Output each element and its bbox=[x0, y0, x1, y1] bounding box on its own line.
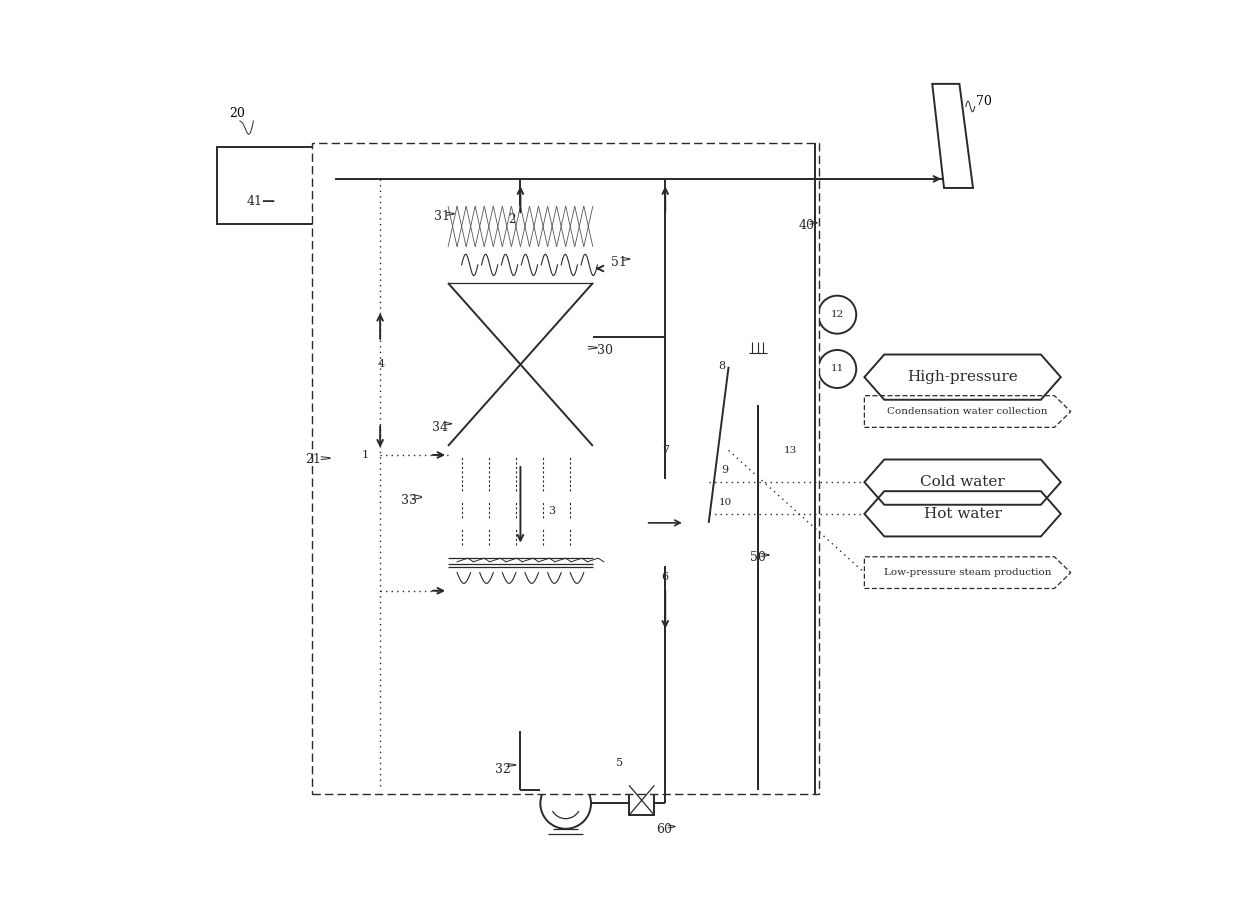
Text: 41: 41 bbox=[247, 195, 263, 208]
Circle shape bbox=[704, 349, 739, 383]
Bar bbox=[448, 283, 593, 446]
Polygon shape bbox=[534, 166, 560, 191]
Text: 12: 12 bbox=[831, 311, 844, 319]
Bar bbox=[448, 446, 593, 563]
Text: 8: 8 bbox=[718, 361, 725, 371]
Text: 32: 32 bbox=[495, 763, 511, 776]
Circle shape bbox=[771, 431, 810, 470]
Circle shape bbox=[347, 437, 382, 472]
Text: 60: 60 bbox=[656, 823, 672, 836]
Text: 10: 10 bbox=[718, 497, 732, 506]
Text: 31: 31 bbox=[434, 210, 450, 223]
Bar bbox=[217, 147, 335, 224]
Text: 9: 9 bbox=[722, 465, 729, 475]
Bar bbox=[448, 206, 593, 247]
Bar bbox=[448, 206, 593, 731]
Circle shape bbox=[818, 350, 857, 388]
Text: 4: 4 bbox=[377, 359, 384, 369]
Text: 51: 51 bbox=[611, 255, 627, 268]
Circle shape bbox=[603, 745, 637, 780]
Text: 40: 40 bbox=[799, 220, 815, 233]
Text: 3: 3 bbox=[548, 505, 556, 516]
Text: 70: 70 bbox=[976, 96, 992, 108]
Circle shape bbox=[363, 347, 398, 381]
Text: 2: 2 bbox=[507, 213, 515, 226]
Bar bbox=[312, 142, 820, 794]
Text: 7: 7 bbox=[662, 446, 668, 456]
Text: High-pressure: High-pressure bbox=[908, 370, 1018, 384]
Text: Low-pressure steam production: Low-pressure steam production bbox=[884, 568, 1052, 577]
Circle shape bbox=[534, 494, 569, 528]
Text: 13: 13 bbox=[784, 446, 797, 455]
Circle shape bbox=[495, 202, 528, 237]
Text: 34: 34 bbox=[432, 421, 448, 435]
Circle shape bbox=[818, 296, 857, 334]
Circle shape bbox=[541, 778, 591, 829]
Circle shape bbox=[708, 453, 743, 488]
Circle shape bbox=[706, 483, 744, 521]
Text: Condensation water collection: Condensation water collection bbox=[888, 407, 1048, 416]
Text: 20: 20 bbox=[229, 108, 244, 120]
Circle shape bbox=[649, 433, 682, 468]
Text: Hot water: Hot water bbox=[924, 506, 1002, 521]
Text: 50: 50 bbox=[750, 550, 766, 563]
Bar bbox=[629, 786, 655, 815]
Text: 11: 11 bbox=[831, 365, 844, 373]
Text: 21: 21 bbox=[305, 453, 321, 466]
Text: 33: 33 bbox=[401, 494, 417, 506]
Text: 5: 5 bbox=[616, 757, 624, 767]
Text: 6: 6 bbox=[662, 573, 668, 582]
Circle shape bbox=[621, 480, 709, 566]
Text: 1: 1 bbox=[361, 450, 368, 460]
Circle shape bbox=[649, 560, 682, 595]
Text: Cold water: Cold water bbox=[920, 475, 1004, 489]
Text: 30: 30 bbox=[598, 345, 614, 357]
